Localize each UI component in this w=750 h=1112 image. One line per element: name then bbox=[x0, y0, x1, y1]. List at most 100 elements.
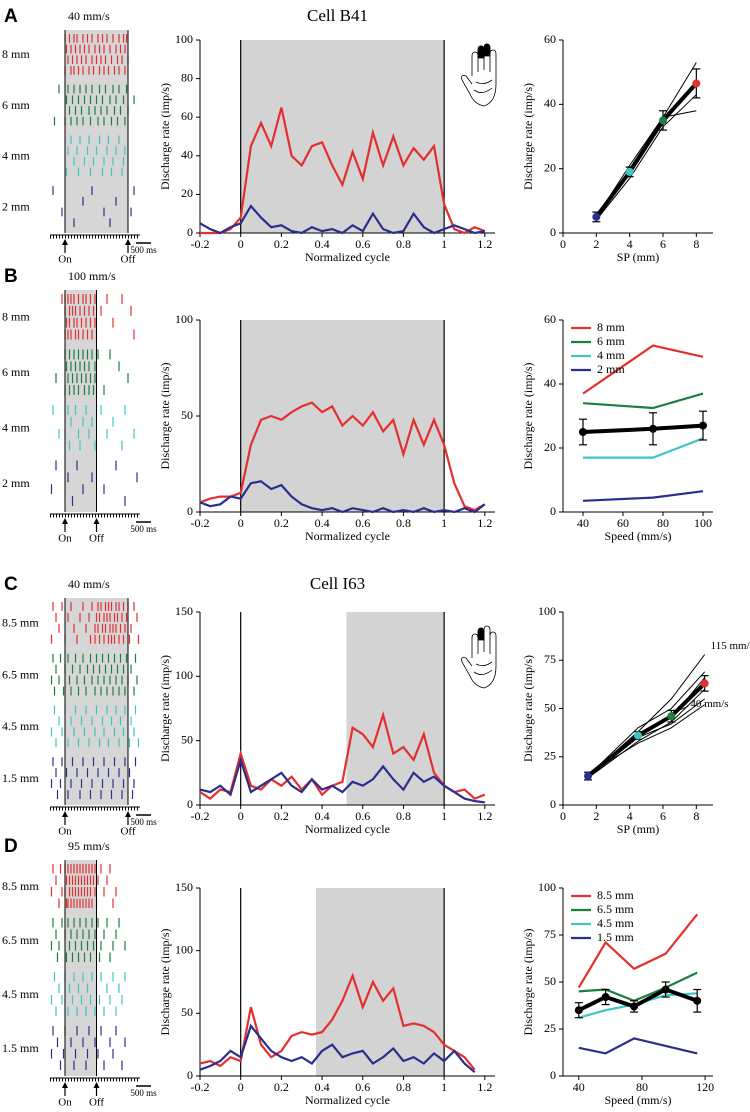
mean-point bbox=[601, 993, 610, 1002]
condition-label: 1.5 mm bbox=[2, 771, 39, 785]
raster-title: 100 mm/s bbox=[68, 269, 116, 283]
speed-line bbox=[587, 688, 706, 779]
x-tick-label: 60 bbox=[617, 516, 629, 530]
x-tick-label: 1 bbox=[441, 237, 447, 251]
mean-line bbox=[582, 423, 704, 434]
condition-label: 6.5 mm bbox=[2, 667, 39, 681]
x-tick-label: 0 bbox=[560, 237, 566, 251]
y-tick-label: 50 bbox=[181, 1005, 193, 1019]
y-tick-label: 20 bbox=[544, 440, 556, 454]
y-tick-label: 75 bbox=[544, 652, 556, 666]
x-tick-label: 120 bbox=[696, 1080, 714, 1094]
y-tick-label: 60 bbox=[544, 32, 556, 46]
y-tick-label: 60 bbox=[181, 109, 193, 123]
event-arrowhead bbox=[62, 1082, 68, 1088]
event-label: Off bbox=[89, 1097, 104, 1109]
x-tick-label: 40 bbox=[577, 516, 589, 530]
x-tick-label: 0.4 bbox=[315, 237, 330, 251]
condition-label: 4 mm bbox=[2, 421, 30, 435]
series-line bbox=[582, 490, 704, 502]
panel-label: C bbox=[4, 574, 18, 595]
y-tick-label: 25 bbox=[544, 749, 556, 763]
x-tick-label: 2 bbox=[593, 237, 599, 251]
x-tick-label: 0 bbox=[238, 1080, 244, 1094]
y-tick-label: 50 bbox=[544, 700, 556, 714]
y-tick-label: 50 bbox=[181, 732, 193, 746]
condition-label: 2 mm bbox=[2, 476, 30, 490]
mean-point bbox=[699, 421, 707, 430]
x-tick-label: 0.6 bbox=[355, 237, 370, 251]
condition-label: 4.5 mm bbox=[2, 719, 39, 733]
x-tick-label: 6 bbox=[660, 237, 666, 251]
mean-point bbox=[630, 1002, 639, 1011]
event-arrowhead bbox=[62, 518, 68, 524]
y-tick-label: 75 bbox=[544, 927, 556, 941]
condition-label: 6 mm bbox=[2, 98, 30, 112]
y-tick-label: 0 bbox=[187, 1068, 193, 1082]
mean-point bbox=[693, 996, 702, 1005]
series-line bbox=[577, 913, 699, 989]
mean-point bbox=[692, 79, 701, 88]
x-tick-label: 0.8 bbox=[396, 237, 411, 251]
x-tick-label: 0.2 bbox=[274, 516, 289, 530]
event-arrowhead bbox=[62, 811, 68, 817]
mean-point bbox=[592, 212, 601, 221]
event-arrowhead bbox=[125, 239, 131, 245]
x-tick-label: 1 bbox=[441, 809, 447, 823]
legend-label: 6 mm bbox=[597, 334, 625, 348]
x-tick-label: -0.2 bbox=[191, 1080, 210, 1094]
series-line bbox=[199, 204, 486, 235]
event-label: Off bbox=[120, 254, 135, 266]
x-tick-label: 0.8 bbox=[396, 516, 411, 530]
mean-point bbox=[649, 424, 657, 433]
y-tick-label: 0 bbox=[187, 504, 193, 518]
y-tick-label: 100 bbox=[175, 312, 193, 326]
speed-line bbox=[587, 671, 706, 777]
x-tick-label: 0.4 bbox=[315, 516, 330, 530]
chart-title: Cell B41 bbox=[307, 6, 368, 25]
y-tick-label: 0 bbox=[550, 225, 556, 239]
x-tick-label: 0.8 bbox=[396, 809, 411, 823]
event-arrowhead bbox=[125, 811, 131, 817]
x-tick-label: 80 bbox=[636, 1080, 648, 1094]
series-line bbox=[199, 972, 476, 1071]
y-tick-label: 50 bbox=[544, 974, 556, 988]
mean-point bbox=[700, 679, 709, 688]
x-tick-label: 0.6 bbox=[355, 1080, 370, 1094]
condition-label: 4.5 mm bbox=[2, 987, 39, 1001]
shaded-region bbox=[346, 612, 445, 805]
x-tick-label: 4 bbox=[627, 237, 633, 251]
series-line bbox=[583, 437, 704, 459]
y-tick-label: 20 bbox=[181, 186, 193, 200]
mean-point bbox=[574, 1006, 583, 1015]
y-tick-label: 40 bbox=[544, 376, 556, 390]
shaded-region bbox=[315, 888, 445, 1076]
mean-point bbox=[579, 428, 587, 436]
annotation-leader bbox=[674, 705, 689, 713]
event-arrowhead bbox=[93, 518, 100, 524]
y-axis-label: Discharge rate (imp/s) bbox=[521, 655, 535, 762]
mean-line bbox=[594, 82, 698, 219]
y-axis-label: Discharge rate (imp/s) bbox=[158, 83, 172, 190]
y-tick-label: 40 bbox=[181, 148, 193, 162]
x-tick-label: 0.6 bbox=[355, 516, 370, 530]
legend-label: 8 mm bbox=[597, 320, 625, 334]
x-tick-label: 0.2 bbox=[274, 809, 289, 823]
legend-label: 8.5 mm bbox=[597, 888, 634, 902]
series-line bbox=[578, 1037, 698, 1055]
y-tick-label: 0 bbox=[187, 225, 193, 239]
x-tick-label: 1.2 bbox=[477, 1080, 492, 1094]
y-axis-label: Discharge rate (imp/s) bbox=[521, 83, 535, 190]
y-tick-label: 40 bbox=[544, 96, 556, 110]
legend-label: 4 mm bbox=[597, 348, 625, 362]
x-tick-label: 1.2 bbox=[477, 237, 492, 251]
y-tick-label: 100 bbox=[175, 942, 193, 956]
x-tick-label: -0.2 bbox=[191, 809, 210, 823]
mean-point bbox=[667, 712, 676, 721]
x-tick-label: 1.2 bbox=[477, 516, 492, 530]
y-axis-label: Discharge rate (imp/s) bbox=[158, 362, 172, 469]
annotation: 115 mm/s bbox=[711, 640, 750, 652]
scale-bar-label: 500 ms bbox=[130, 817, 157, 827]
mean-point bbox=[625, 167, 634, 176]
x-tick-label: 0.2 bbox=[274, 1080, 289, 1094]
